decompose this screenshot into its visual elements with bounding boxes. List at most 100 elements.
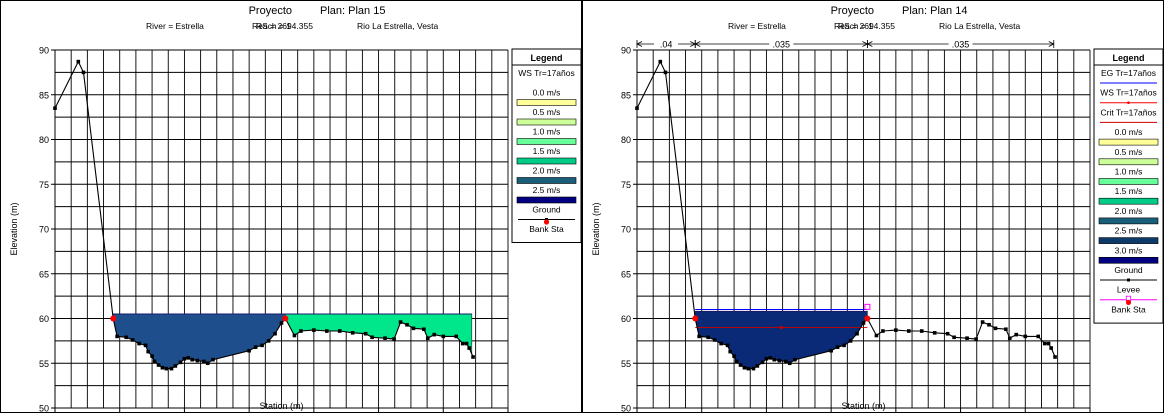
legend-dot-sample [1125, 299, 1132, 305]
ground-point [160, 365, 165, 370]
ground-point [848, 339, 853, 343]
cross-section-chart-plan-15: Proyecto Plan: Plan 15 River = Estrella Rea… [0, 0, 582, 413]
ground-point [76, 59, 81, 64]
bank-station-marker [110, 315, 117, 322]
ground-point [697, 334, 701, 339]
ground-point [965, 336, 969, 340]
manning-n-arrow [636, 41, 643, 47]
ground-point [182, 356, 187, 361]
ground-point [405, 322, 409, 327]
legend: Legend WS Tr=17años 0.0 m/s 0.5 m/s 1.0 m/s 1… [511, 48, 582, 243]
ground-point [363, 331, 368, 336]
legend-swatch [516, 99, 577, 106]
legend-box [1093, 48, 1164, 324]
ground-point [467, 346, 471, 350]
ground-point [130, 338, 135, 342]
ground-point [734, 359, 739, 364]
y-tick-label: 80 [39, 135, 49, 145]
y-tick-label: 75 [621, 180, 631, 190]
ground-point [746, 366, 751, 371]
chart-subtitle-3: Rio La Estrella, Vesta [939, 21, 1021, 31]
y-tick-label: 65 [39, 269, 49, 279]
y-tick-label: 90 [621, 46, 631, 56]
ground-point [1014, 332, 1019, 337]
legend-label: Crit Tr=17años [1101, 107, 1157, 117]
ground-point [411, 326, 416, 331]
legend-label: 0.0 m/s [1115, 127, 1143, 137]
legend-swatch [1098, 256, 1159, 264]
ground-point [993, 326, 998, 331]
legend-point-sample [1127, 278, 1130, 282]
bank-station-marker [864, 315, 871, 322]
legend-swatch [1098, 138, 1159, 146]
legend-label: 0.0 m/s [533, 88, 561, 98]
ground-point [894, 328, 898, 332]
y-tick-label: 55 [39, 359, 49, 369]
chart-subtitle-2: RS = 2694.355 [256, 21, 313, 31]
ground-point [115, 334, 119, 339]
ground-point [738, 363, 743, 367]
y-tick-label: 70 [39, 225, 49, 235]
ground-point [173, 364, 178, 368]
legend-swatch [516, 177, 577, 184]
ground-point [178, 360, 183, 365]
legend-label: 1.5 m/s [1115, 186, 1143, 196]
legend-label: 3.0 m/s [1115, 245, 1143, 255]
y-tick-label: 50 [39, 404, 49, 413]
x-axis-label: Station (m) [841, 401, 885, 411]
ground-point [1036, 334, 1041, 339]
legend-label: 1.0 m/s [533, 127, 561, 137]
ground-point [855, 331, 859, 336]
ground-point [164, 366, 169, 371]
ground-point [156, 363, 161, 367]
y-tick-label: 60 [621, 314, 631, 324]
ground-point [211, 357, 215, 362]
ground-point [312, 328, 316, 332]
ground-point [1053, 355, 1057, 359]
ground-point [337, 329, 342, 333]
chart-title: Proyecto [249, 5, 292, 17]
bank-station-marker [282, 315, 289, 322]
levee-marker [864, 303, 871, 310]
legend-label: Ground [1114, 265, 1143, 275]
ground-point [732, 354, 736, 358]
y-tick-label: 75 [39, 180, 49, 190]
ground-point [881, 329, 885, 333]
manning-n-arrow [694, 41, 701, 47]
chart-subtitle-2: RS = 2694.355 [838, 21, 895, 31]
ground-point [1042, 341, 1047, 346]
legend-box [511, 48, 582, 243]
ground-point [266, 339, 271, 343]
legend-label: WS Tr=17años [518, 68, 574, 78]
legend-point-sample [1127, 101, 1130, 104]
y-axis-label: Elevation (m) [591, 202, 601, 255]
legend-swatch [1098, 197, 1159, 205]
legend-label: Bank Sta [1111, 304, 1146, 314]
legend-label: Ground [532, 205, 561, 215]
ground-point [81, 70, 86, 75]
ground-point [712, 338, 717, 342]
ground-point [768, 356, 773, 360]
ground-point [137, 341, 141, 346]
ground-point [273, 331, 277, 336]
ground-point [842, 343, 846, 348]
manning-n-label-bg [654, 38, 679, 49]
ground-point [658, 59, 663, 64]
ground-point [725, 343, 730, 348]
ground-point [292, 333, 297, 338]
chart-subtitle-0: River = Estrella [728, 21, 786, 31]
ground-point [784, 359, 788, 364]
chart-plan-label: Plan: Plan 14 [902, 5, 967, 17]
legend-label: Bank Sta [529, 224, 564, 234]
ground-point [425, 336, 430, 340]
ground-point [1049, 346, 1053, 350]
chart-plan-label: Plan: Plan 15 [320, 5, 385, 17]
chart-subtitle-0: River = Estrella [146, 21, 204, 31]
y-tick-label: 60 [39, 314, 49, 324]
legend-swatch [516, 118, 577, 126]
legend-title: Legend [530, 53, 562, 63]
ground-point [1023, 334, 1028, 339]
y-tick-label: 50 [621, 404, 631, 413]
legend-swatch [516, 196, 577, 204]
ground-point [441, 334, 446, 339]
